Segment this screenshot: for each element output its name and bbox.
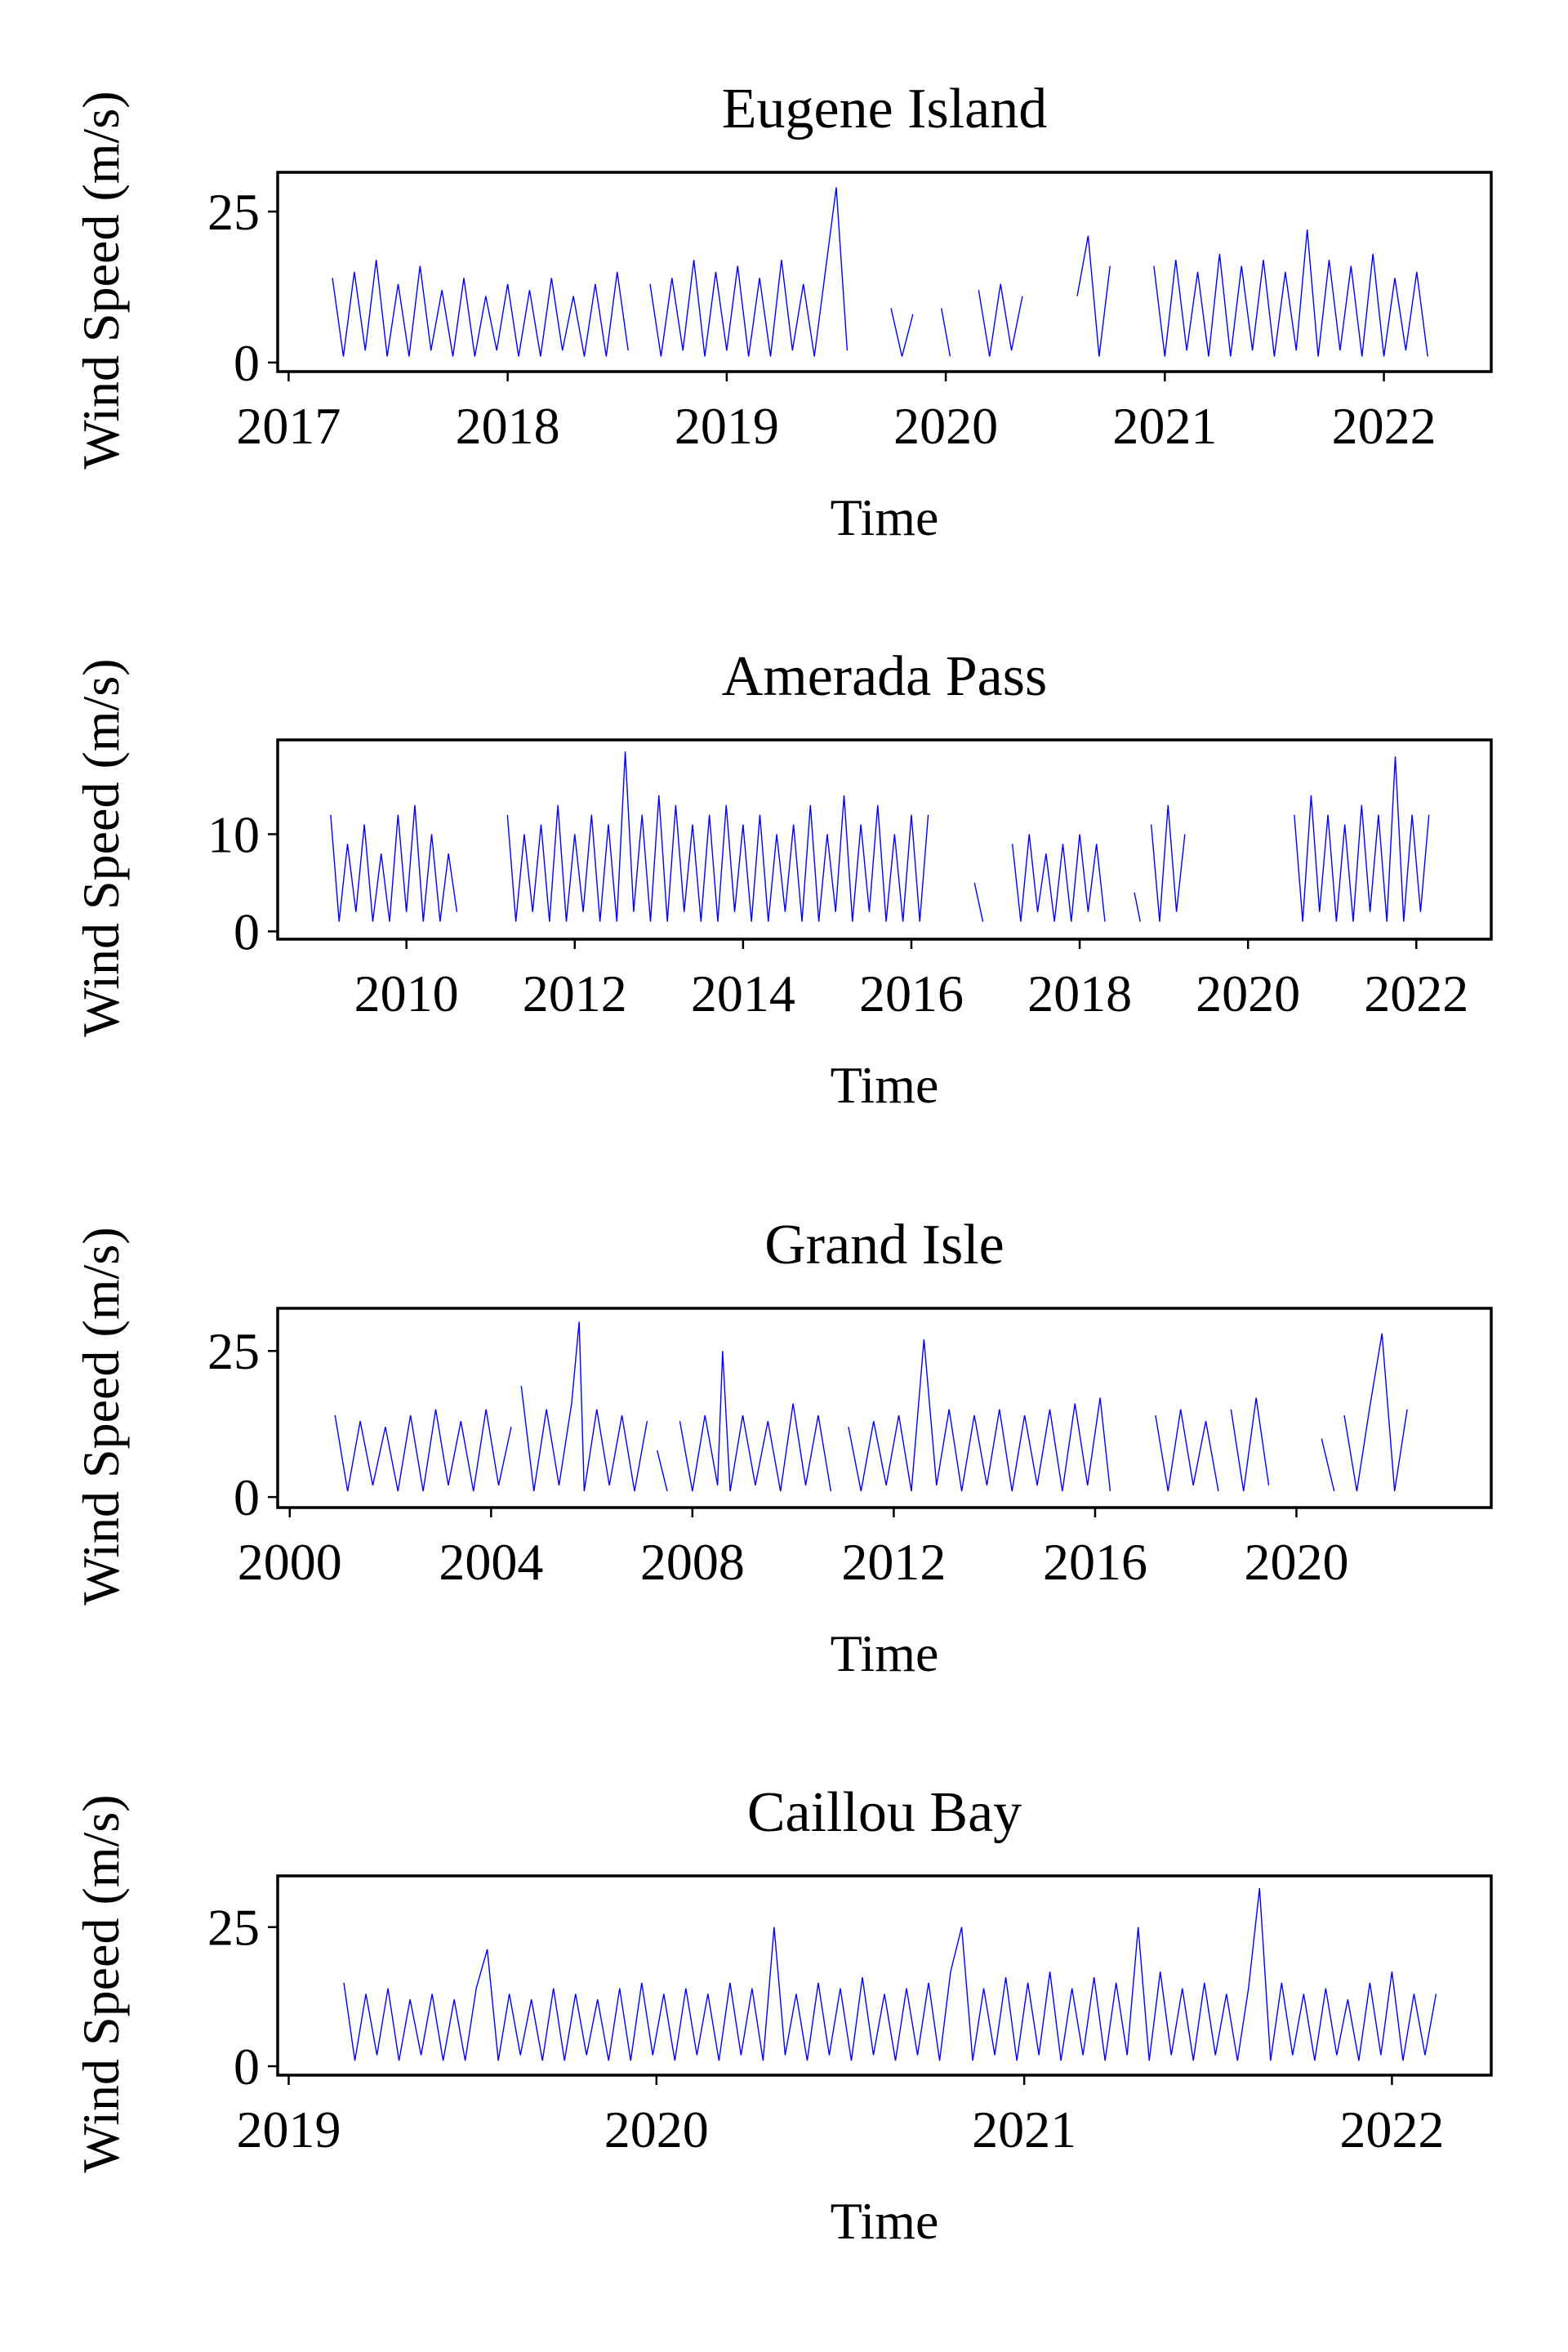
wind-speed-line xyxy=(330,751,1430,922)
chart-title: Grand Isle xyxy=(764,1214,1004,1276)
x-tick-label: 2021 xyxy=(1112,397,1217,455)
plot-frame xyxy=(276,1307,1493,1509)
x-axis-label: Time xyxy=(831,1624,939,1682)
x-tick-label: 2012 xyxy=(523,964,627,1022)
x-tick-label: 2017 xyxy=(236,397,341,455)
wind-speed-line xyxy=(334,1321,1408,1492)
x-axis-label: Time xyxy=(831,2192,939,2250)
y-tick-label: 25 xyxy=(207,1322,260,1380)
x-tick-label: 2012 xyxy=(841,1533,946,1591)
y-axis-label: Wind Speed (m/s) xyxy=(72,1794,130,2172)
plot-frame xyxy=(276,738,1493,941)
y-axis-label: Wind Speed (m/s) xyxy=(72,91,130,469)
y-tick-label: 25 xyxy=(207,183,260,241)
x-tick-label: 2020 xyxy=(1196,964,1300,1022)
x-tick-label: 2020 xyxy=(604,2100,709,2158)
plot-frame xyxy=(276,1874,1493,2077)
y-tick-label: 25 xyxy=(207,1899,260,1957)
x-tick-label: 2019 xyxy=(237,2100,341,2158)
x-tick-label: 2014 xyxy=(691,964,795,1022)
chart-title: Eugene Island xyxy=(722,78,1047,140)
wind-speed-line xyxy=(332,187,1428,357)
y-tick-label: 0 xyxy=(234,334,260,392)
x-tick-label: 2016 xyxy=(1043,1533,1147,1591)
x-tick-label: 2008 xyxy=(640,1533,745,1591)
y-tick-label: 10 xyxy=(207,805,260,863)
x-tick-label: 2020 xyxy=(1244,1533,1348,1591)
y-tick-label: 0 xyxy=(234,2038,260,2096)
x-tick-label: 2018 xyxy=(456,397,560,455)
x-axis-label: Time xyxy=(831,488,939,546)
x-tick-label: 2022 xyxy=(1339,2100,1444,2158)
y-tick-label: 0 xyxy=(234,1468,260,1526)
x-tick-label: 2016 xyxy=(859,964,964,1022)
x-tick-label: 2000 xyxy=(238,1533,342,1591)
chart-title: Caillou Bay xyxy=(747,1781,1022,1844)
wind-speed-line xyxy=(343,1887,1437,2061)
x-tick-label: 2018 xyxy=(1027,964,1132,1022)
chart-title: Amerada Pass xyxy=(722,645,1048,708)
x-tick-label: 2022 xyxy=(1332,397,1437,455)
plot-frame xyxy=(276,171,1493,373)
y-tick-label: 0 xyxy=(234,902,260,960)
y-axis-label: Wind Speed (m/s) xyxy=(72,1227,130,1605)
x-tick-label: 2019 xyxy=(675,397,779,455)
x-axis-label: Time xyxy=(831,1056,939,1114)
y-axis-label: Wind Speed (m/s) xyxy=(72,658,130,1036)
x-tick-label: 2021 xyxy=(972,2100,1076,2158)
x-tick-label: 2004 xyxy=(439,1533,543,1591)
x-tick-label: 2022 xyxy=(1364,964,1468,1022)
x-tick-label: 2010 xyxy=(354,964,459,1022)
x-tick-label: 2020 xyxy=(893,397,998,455)
